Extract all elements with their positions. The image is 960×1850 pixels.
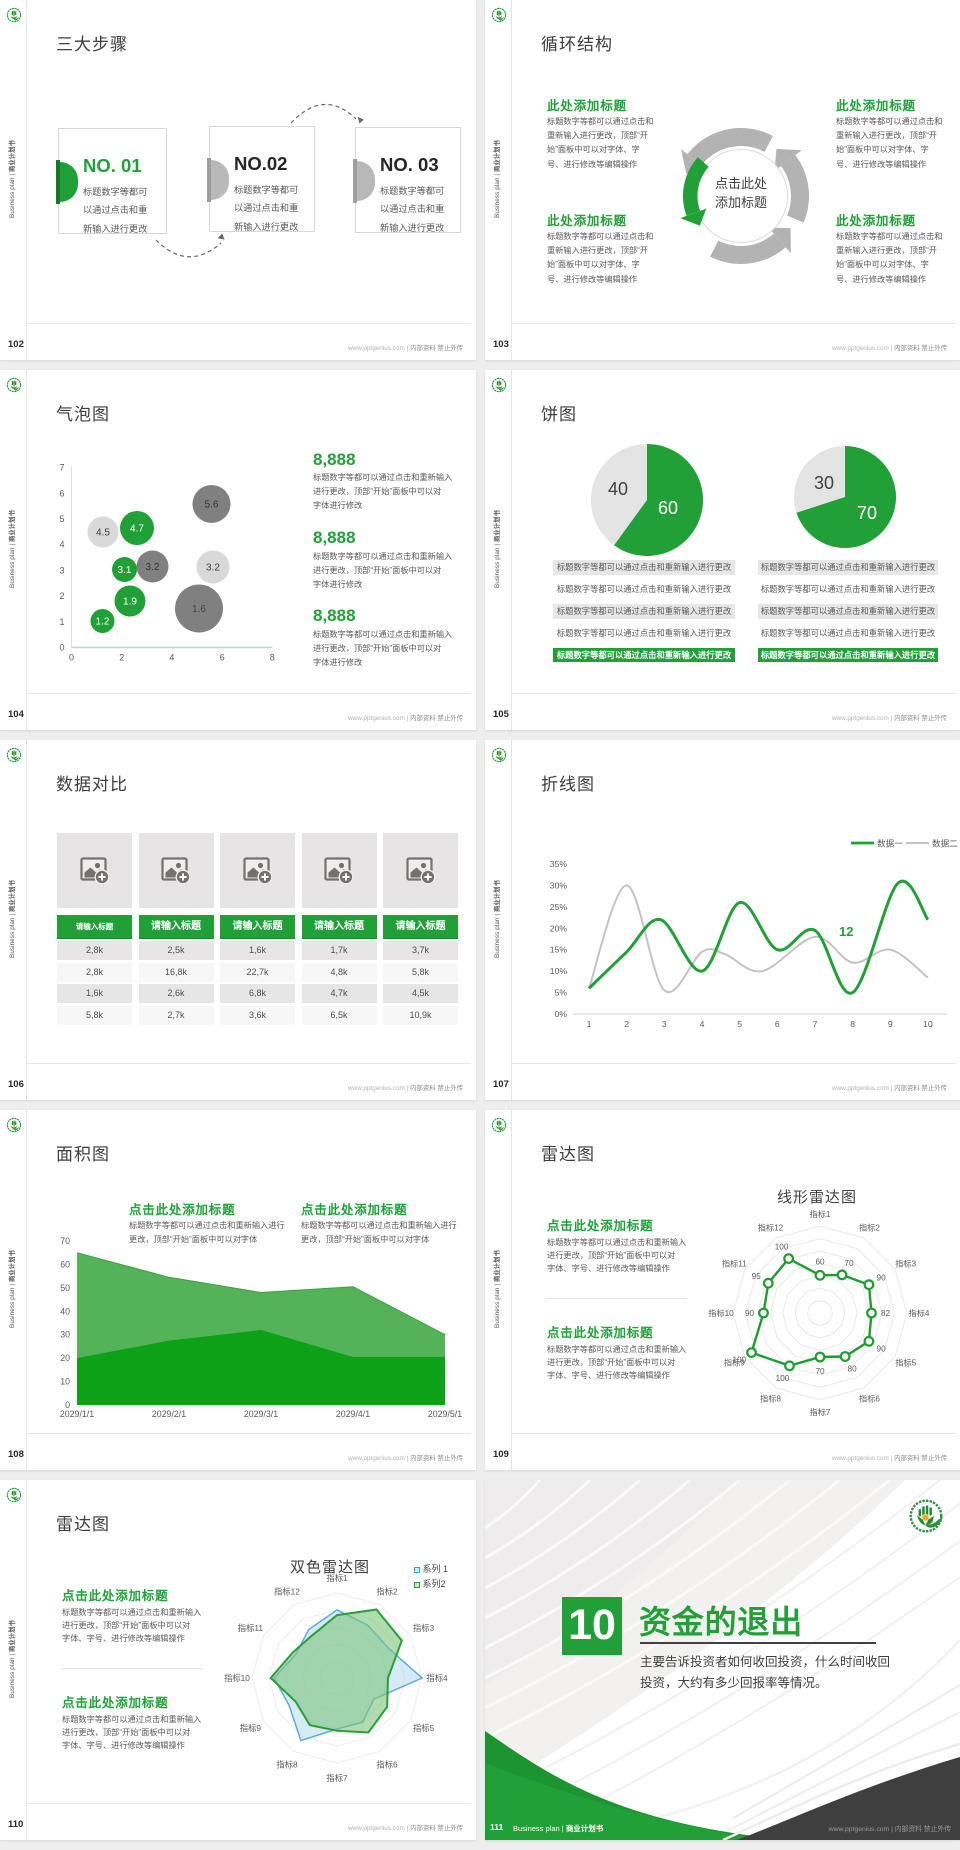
svg-text:70: 70: [815, 1367, 825, 1376]
svg-text:1: 1: [59, 617, 64, 627]
svg-text:2029/2/1: 2029/2/1: [152, 1409, 186, 1419]
svg-text:5%: 5%: [555, 988, 568, 998]
svg-text:100: 100: [776, 1374, 790, 1383]
svg-text:4: 4: [59, 540, 64, 550]
svg-text:3.2: 3.2: [206, 563, 220, 574]
svg-text:指标6: 指标6: [376, 1760, 398, 1770]
svg-text:60: 60: [60, 1259, 70, 1269]
svg-text:6: 6: [59, 488, 64, 498]
svg-text:40: 40: [608, 479, 628, 499]
svg-text:2: 2: [59, 591, 64, 601]
svg-text:1.9: 1.9: [123, 597, 137, 608]
svg-text:2: 2: [624, 1019, 629, 1029]
svg-text:指标12: 指标12: [758, 1222, 784, 1232]
svg-text:4.7: 4.7: [130, 524, 144, 535]
svg-text:1.6: 1.6: [192, 604, 206, 615]
svg-text:7: 7: [813, 1019, 818, 1029]
svg-text:指标1: 指标1: [810, 1209, 831, 1219]
svg-text:指标6: 指标6: [859, 1394, 880, 1404]
svg-text:4.5: 4.5: [96, 528, 110, 539]
svg-text:60: 60: [815, 1257, 825, 1266]
svg-text:0: 0: [65, 1400, 70, 1410]
svg-text:指标4: 指标4: [426, 1673, 448, 1683]
svg-text:5.6: 5.6: [205, 500, 219, 511]
svg-text:10: 10: [923, 1019, 933, 1029]
svg-text:指标3: 指标3: [413, 1623, 435, 1633]
svg-text:0: 0: [69, 653, 74, 663]
svg-text:30: 30: [60, 1330, 70, 1340]
svg-text:9: 9: [888, 1019, 893, 1029]
svg-text:100: 100: [732, 1356, 746, 1365]
svg-text:2029/1/1: 2029/1/1: [60, 1409, 94, 1419]
svg-text:95: 95: [752, 1272, 762, 1281]
svg-text:20%: 20%: [550, 923, 568, 933]
svg-text:3: 3: [662, 1019, 667, 1029]
svg-text:指标5: 指标5: [895, 1358, 916, 1368]
svg-text:2: 2: [119, 653, 124, 663]
svg-text:30%: 30%: [550, 880, 568, 890]
svg-text:2029/5/1: 2029/5/1: [428, 1409, 462, 1419]
svg-text:10: 10: [60, 1377, 70, 1387]
svg-text:指标5: 指标5: [413, 1723, 435, 1733]
svg-text:3.1: 3.1: [118, 565, 132, 576]
svg-text:指标7: 指标7: [810, 1407, 831, 1417]
svg-text:8: 8: [270, 653, 275, 663]
svg-text:指标1: 指标1: [326, 1573, 348, 1583]
svg-text:0%: 0%: [555, 1009, 568, 1019]
svg-text:指标9: 指标9: [724, 1358, 745, 1368]
svg-text:指标10: 指标10: [708, 1308, 734, 1318]
svg-text:12: 12: [839, 924, 853, 939]
svg-text:指标11: 指标11: [238, 1623, 264, 1633]
svg-text:25%: 25%: [550, 902, 568, 912]
svg-text:10%: 10%: [550, 966, 568, 976]
svg-text:90: 90: [745, 1309, 755, 1318]
svg-text:6: 6: [775, 1019, 780, 1029]
svg-text:5: 5: [737, 1019, 742, 1029]
svg-text:20: 20: [60, 1353, 70, 1363]
svg-text:4: 4: [700, 1019, 705, 1029]
svg-text:指标9: 指标9: [240, 1723, 262, 1733]
svg-text:8: 8: [850, 1019, 855, 1029]
svg-text:0: 0: [59, 643, 64, 653]
svg-text:指标4: 指标4: [909, 1308, 930, 1318]
svg-text:数据二: 数据二: [932, 838, 958, 849]
svg-text:指标3: 指标3: [895, 1259, 916, 1269]
svg-text:指标8: 指标8: [276, 1760, 298, 1770]
svg-text:指标11: 指标11: [722, 1259, 747, 1269]
svg-text:4: 4: [169, 653, 174, 663]
svg-text:60: 60: [658, 498, 678, 518]
svg-text:30: 30: [814, 473, 834, 493]
svg-text:50: 50: [60, 1283, 70, 1293]
svg-text:指标12: 指标12: [274, 1586, 300, 1596]
svg-text:70: 70: [844, 1259, 854, 1268]
svg-text:3: 3: [59, 565, 64, 575]
svg-text:指标8: 指标8: [760, 1394, 781, 1404]
svg-text:90: 90: [877, 1344, 887, 1353]
svg-text:6: 6: [220, 653, 225, 663]
svg-text:2029/4/1: 2029/4/1: [336, 1409, 370, 1419]
svg-text:指标2: 指标2: [376, 1586, 398, 1596]
svg-text:指标7: 指标7: [326, 1773, 348, 1783]
svg-text:指标10: 指标10: [224, 1673, 250, 1683]
svg-text:100: 100: [775, 1243, 789, 1252]
svg-text:3.2: 3.2: [146, 562, 160, 573]
svg-text:7: 7: [59, 463, 64, 473]
svg-text:82: 82: [881, 1309, 891, 1318]
svg-text:70: 70: [857, 503, 877, 523]
svg-text:指标2: 指标2: [859, 1222, 880, 1232]
svg-text:15%: 15%: [550, 945, 568, 955]
svg-text:70: 70: [60, 1236, 70, 1246]
svg-text:35%: 35%: [550, 859, 568, 869]
svg-text:80: 80: [848, 1365, 858, 1374]
svg-text:2029/3/1: 2029/3/1: [244, 1409, 278, 1419]
svg-text:40: 40: [60, 1306, 70, 1316]
svg-text:90: 90: [877, 1274, 887, 1283]
svg-text:数据一: 数据一: [877, 838, 903, 849]
svg-text:1.2: 1.2: [96, 617, 110, 628]
svg-text:1: 1: [587, 1019, 592, 1029]
svg-text:5: 5: [59, 514, 64, 524]
